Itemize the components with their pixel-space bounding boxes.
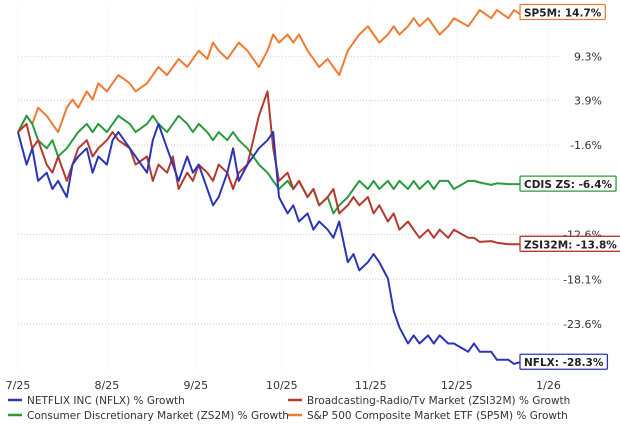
x-tick-label: 9/25 [183, 379, 208, 392]
series-end-label: NFLX: -28.3% [519, 353, 609, 370]
series-end-label: SP5M: 14.7% [519, 3, 606, 21]
legend-label: Broadcasting-Radio/Tv Market (ZSI32M) % … [307, 395, 570, 407]
gridlines [17, 6, 560, 372]
x-tick-label: 7/25 [6, 379, 31, 392]
x-tick-label: 8/25 [95, 379, 120, 392]
legend-label: NETFLIX INC (NFLX) % Growth [27, 395, 185, 407]
legend-item: Consumer Discretionary Market (ZS2M) % G… [8, 410, 289, 422]
legend-item: NETFLIX INC (NFLX) % Growth [8, 395, 185, 407]
y-tick-label: 9.3% [574, 50, 602, 63]
series-end-label-box [519, 235, 620, 252]
legend-item: S&P 500 Composite Market ETF (SP5M) % Gr… [288, 410, 568, 422]
series-end-label-text: CDIS ZS: -6.4% [524, 179, 613, 191]
legend-label: Consumer Discretionary Market (ZS2M) % G… [27, 410, 289, 422]
series-end-label: CDIS ZS: -6.4% [519, 175, 617, 192]
series-end-label: ZSI32M: -13.8% [519, 235, 620, 252]
series-end-label-text: ZSI32M: -13.8% [524, 239, 617, 251]
series-end-label-box [519, 3, 606, 21]
series-end-label-box [519, 353, 609, 370]
x-axis-ticks: 7/25 8/25 9/25 10/25 11/25 12/25 1/26 [6, 379, 561, 392]
series-line [17, 9, 560, 134]
series-lines [17, 9, 560, 365]
x-tick-label: 10/25 [266, 379, 298, 392]
series-end-label-box [519, 175, 617, 192]
y-axis-ticks: 9.3%3.9%-1.6%-12.6%-18.1%-23.6% [563, 50, 602, 331]
series-line [17, 114, 560, 215]
series-line [17, 122, 560, 365]
legend: NETFLIX INC (NFLX) % Growth Broadcasting-… [8, 395, 570, 422]
series-end-label-text: SP5M: 14.7% [524, 8, 602, 20]
x-tick-label: 1/26 [536, 379, 561, 392]
y-tick-label: -23.6% [563, 318, 602, 331]
series-end-label-text: NFLX: -28.3% [524, 357, 604, 369]
legend-label: S&P 500 Composite Market ETF (SP5M) % Gr… [307, 410, 568, 422]
x-tick-label: 11/25 [355, 379, 387, 392]
series-line [17, 90, 560, 246]
y-tick-label: 3.9% [574, 94, 602, 107]
series-end-labels: NFLX: -28.3% ZSI32M: -13.8% CDIS ZS: -6.4%… [519, 3, 620, 370]
x-tick-label: 12/25 [441, 379, 473, 392]
y-tick-label: -18.1% [563, 273, 602, 286]
y-tick-label: -1.6% [570, 139, 602, 152]
legend-item: Broadcasting-Radio/Tv Market (ZSI32M) % … [288, 395, 570, 407]
